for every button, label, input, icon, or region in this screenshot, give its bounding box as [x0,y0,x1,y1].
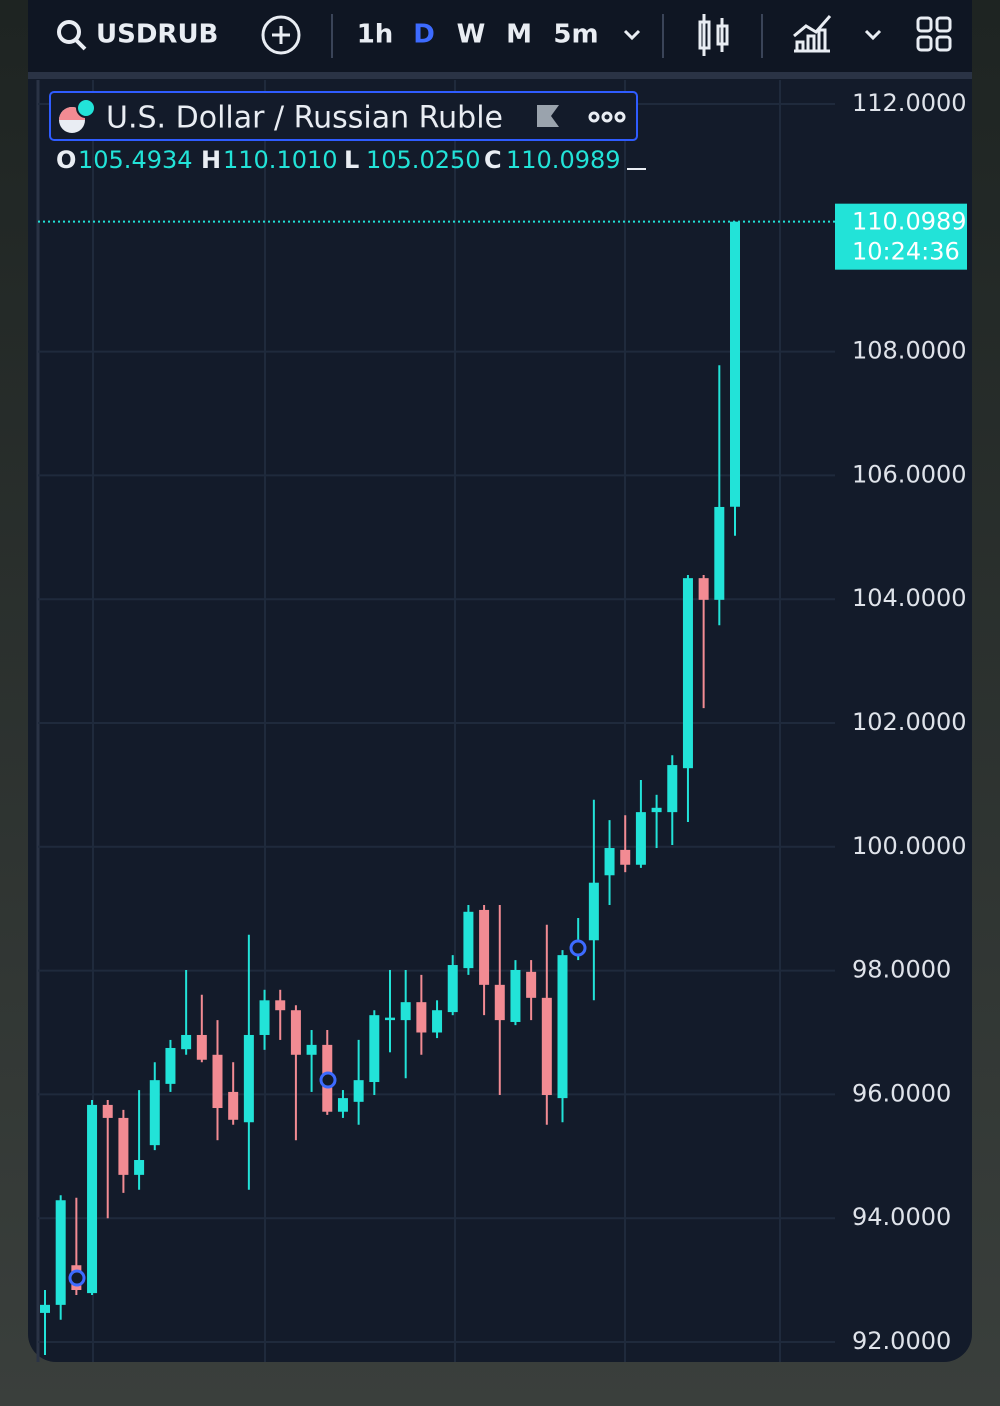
candle-body [604,848,615,876]
candle-body [682,578,693,769]
y-tick-label: 94.0000 [852,1203,951,1231]
candle-body [259,1000,270,1035]
chart-panel [28,0,972,1362]
candle-body [102,1104,113,1118]
candle-body [290,1010,301,1055]
candle-body [526,971,537,998]
legend-box[interactable] [49,91,638,141]
candle-body [337,1098,348,1112]
candle-body [698,578,709,600]
candle-body [730,221,740,507]
search-button[interactable] [57,20,87,51]
symbol[interactable]: USDRUB [96,20,218,50]
y-tick-label: 96.0000 [852,1079,951,1107]
candle-body [165,1047,176,1084]
candle-body [40,1304,50,1313]
indicators-button[interactable] [793,15,832,53]
interval-button[interactable]: 5m [553,20,598,50]
ohlc-key: H [201,146,221,174]
candle-body [369,1015,380,1083]
candle-body [385,1017,395,1021]
candle-body [243,1034,254,1123]
candle-body [557,955,568,1099]
ohlc-header: O 105.4934 H 110.1010 L 105.0250 C 110.0989 [56,146,621,174]
candle-body [651,807,662,813]
interval-group: 1h D W M 5m [357,20,599,50]
candle-body [134,1160,145,1175]
toolbar-separators [331,14,763,58]
price-axis: 92.0000 94.0000 96.0000 98.0000 100.0000 102.… [852,89,967,1355]
chart-type-button[interactable] [698,14,729,56]
y-tick-label: 106.0000 [852,460,967,488]
candle-body [181,1034,192,1050]
candle-body [432,1010,443,1033]
candle-body [275,1000,286,1011]
event-marker[interactable] [68,1269,86,1287]
price-grid [38,103,835,1343]
y-tick-label: 100.0000 [852,832,967,860]
layout-button[interactable] [916,16,952,52]
ohlc-value: 105.4934 [78,146,193,174]
chart-title: U.S. Dollar / Russian Ruble [106,101,503,136]
candle-body [55,1200,66,1305]
candles [40,221,740,1355]
candle-body [212,1054,223,1109]
event-marker[interactable] [569,939,587,957]
interval-button[interactable]: 1h [357,20,394,50]
price-tag-box [835,203,967,270]
candle-body [87,1104,98,1294]
candle-body [353,1080,364,1102]
y-tick-label: 104.0000 [852,584,967,612]
candle-body [118,1117,129,1175]
symbol-icon [59,98,96,133]
add-button[interactable] [261,15,301,55]
candle-body [714,506,725,600]
ohlc-key: C [484,146,502,174]
candle-body [306,1044,317,1055]
indicators-menu[interactable] [864,29,882,41]
candle-body [541,997,552,1096]
flag-icon[interactable] [537,105,559,127]
y-tick-label: 98.0000 [852,956,951,984]
y-tick-label: 102.0000 [852,708,967,736]
candle-body [494,984,505,1021]
y-tick-label: 108.0000 [852,337,967,365]
ohlc-value: 105.0250 [366,146,481,174]
candle-body [228,1091,239,1120]
candle-body [400,1002,411,1021]
toolbar-divider [28,72,972,79]
interval-button[interactable]: M [506,20,532,50]
candle-body [196,1034,207,1060]
more-button[interactable] [588,111,626,123]
ohlc-key: L [344,146,359,174]
ohlc-value: 110.1010 [223,146,338,174]
price-tag-time: 10:24:36 [852,238,960,266]
ohlc-key: O [56,146,76,174]
candle-body [447,965,458,1013]
price-tag-value: 110.0989 [852,208,967,236]
candle-body [416,1002,427,1033]
candle-body [463,911,474,969]
interval-menu[interactable] [623,29,641,41]
event-marker[interactable] [319,1071,337,1089]
candle-body [667,765,678,813]
candle-body [479,909,490,985]
interval-button[interactable]: W [457,20,486,50]
y-tick-label: 112.0000 [852,89,967,117]
candle-body [588,882,599,941]
ohlc-value: 110.0989 [506,146,621,174]
y-tick-label: 92.0000 [852,1327,951,1355]
event-markers [68,939,587,1287]
candle-body [635,812,646,865]
candle-body [510,969,521,1022]
interval-button[interactable]: D [413,20,435,50]
candle-body [149,1080,160,1146]
candle-body [620,849,631,865]
